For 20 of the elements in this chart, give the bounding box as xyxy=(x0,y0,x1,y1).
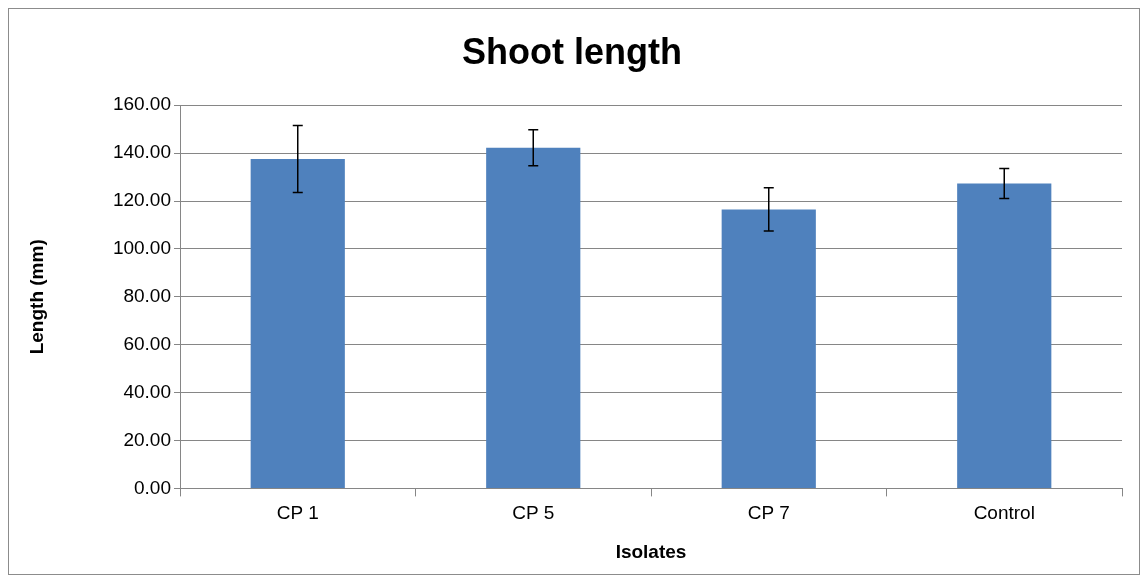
bar xyxy=(486,147,581,488)
x-tick-label: Control xyxy=(973,502,1035,524)
chart-title: Shoot length xyxy=(462,30,682,72)
x-tick-label: CP 5 xyxy=(512,502,555,524)
x-axis-title: Isolates xyxy=(615,540,687,562)
y-tick-label: 120.00 xyxy=(112,189,171,211)
y-tick-label: 100.00 xyxy=(112,237,171,259)
bar xyxy=(721,209,816,488)
y-tick-label: 0.00 xyxy=(134,476,171,498)
bar xyxy=(957,183,1052,488)
y-tick-label: 140.00 xyxy=(112,141,171,163)
y-tick-label: 160.00 xyxy=(112,93,171,115)
y-tick-label: 60.00 xyxy=(123,332,171,354)
bar xyxy=(250,159,345,488)
y-tick-label: 40.00 xyxy=(123,380,171,402)
y-tick-label: 20.00 xyxy=(123,428,171,450)
y-tick-label: 80.00 xyxy=(123,285,171,307)
y-axis-title: Length (mm) xyxy=(25,239,47,355)
x-tick-label: CP 7 xyxy=(747,502,790,524)
x-tick-label: CP 1 xyxy=(276,502,319,524)
